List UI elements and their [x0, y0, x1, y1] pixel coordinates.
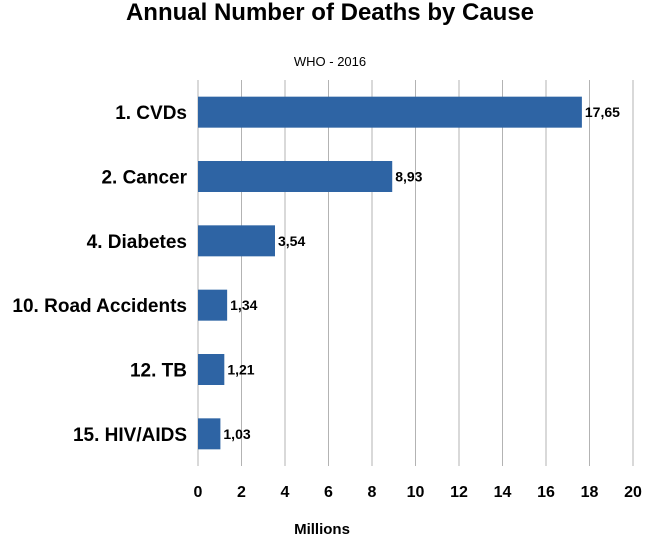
bars — [198, 96, 582, 450]
category-label: 4. Diabetes — [87, 232, 187, 253]
bar — [198, 96, 582, 128]
gridlines — [197, 80, 634, 466]
x-tick-label: 6 — [324, 484, 333, 501]
x-tick-label: 20 — [624, 484, 642, 501]
bar — [198, 161, 393, 192]
chart-subtitle: WHO - 2016 — [294, 54, 366, 69]
x-tick-label: 2 — [237, 484, 246, 501]
category-label: 2. Cancer — [101, 168, 187, 189]
x-tick-label: 18 — [581, 484, 599, 501]
data-label: 1,21 — [227, 362, 254, 378]
data-label: 17,65 — [585, 104, 620, 120]
category-label: 10. Road Accidents — [12, 296, 187, 317]
bar — [198, 354, 225, 385]
x-tick-label: 8 — [368, 484, 377, 501]
x-tick-label: 10 — [407, 484, 425, 501]
data-label: 1,34 — [230, 297, 257, 313]
category-label: 1. CVDs — [115, 103, 187, 124]
x-tick-label: 0 — [194, 484, 203, 501]
bar — [198, 225, 275, 257]
x-axis-title: Millions — [294, 521, 350, 536]
x-tick-label: 16 — [537, 484, 555, 501]
category-label: 15. HIV/AIDS — [73, 425, 187, 446]
chart-title: Annual Number of Deaths by Cause — [126, 0, 534, 26]
x-tick-label: 14 — [494, 484, 512, 501]
category-labels: 1. CVDs 2. Cancer 4. Diabetes 10. Road Acci… — [12, 103, 187, 446]
x-axis-ticks: 0 2 4 6 8 10 12 14 16 18 20 — [194, 484, 642, 501]
x-tick-label: 12 — [450, 484, 468, 501]
category-label: 12. TB — [130, 361, 187, 382]
data-label: 8,93 — [395, 169, 422, 185]
bar — [198, 418, 221, 450]
x-tick-label: 4 — [281, 484, 290, 501]
data-label: 3,54 — [278, 233, 305, 249]
data-label: 1,03 — [223, 426, 250, 442]
bar — [198, 289, 228, 321]
data-labels: 17,65 8,93 3,54 1,34 1,21 1,03 — [223, 104, 620, 442]
